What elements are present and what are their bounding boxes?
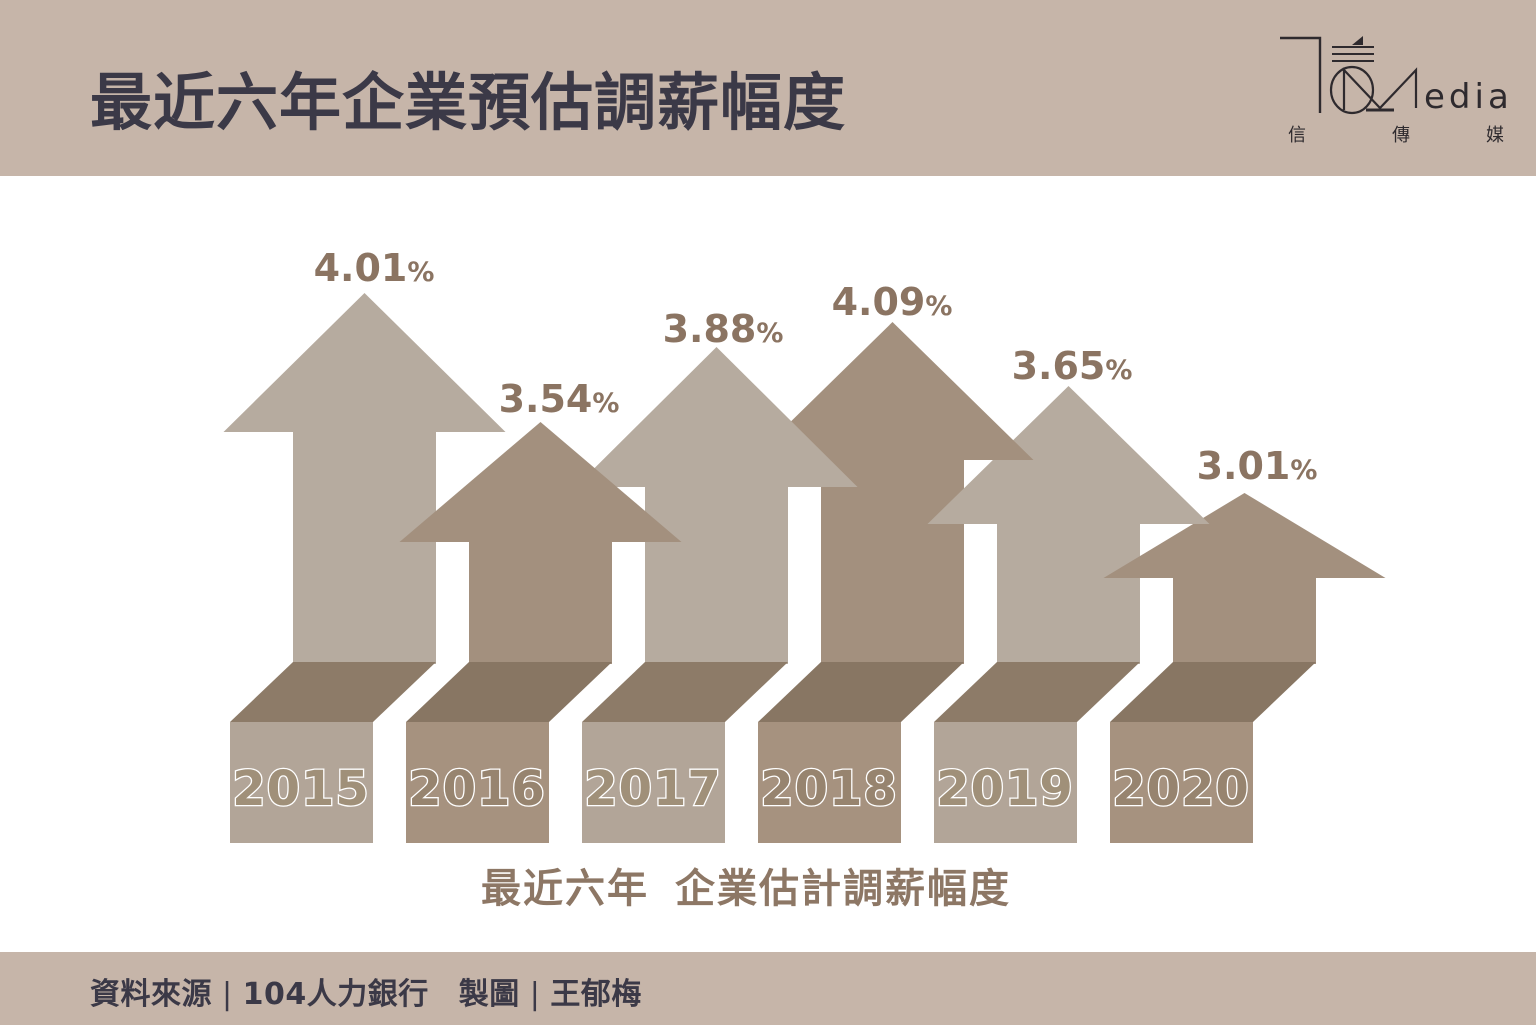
chart-caption-part1: 最近六年 [481, 866, 649, 912]
year-label-2018: 2018 [760, 761, 898, 817]
arrow-shaft-2019 [997, 522, 1140, 664]
value-label-2016: 3.54% [499, 377, 620, 421]
pedestal-front-2015 [230, 722, 373, 843]
credit-value: 王郁梅 [550, 977, 642, 1012]
chart-caption-part2: 企業估計調薪幅度 [675, 866, 1011, 912]
year-label-2020: 2020 [1112, 761, 1250, 817]
cmmedia-logo: edia 信 傳 媒 [1280, 36, 1510, 146]
pedestal-front-2018 [758, 722, 901, 843]
value-label-2015: 4.01% [314, 246, 435, 290]
arrow-shaft-2015 [293, 430, 436, 664]
logo-flag-icon [1352, 36, 1363, 45]
arrow-head-2019 [927, 386, 1210, 524]
year-label-2017: 2017 [584, 761, 722, 817]
pedestal-top-2019 [934, 662, 1140, 722]
pedestal-front-2016 [406, 722, 549, 843]
arrow-head-2018 [751, 322, 1034, 460]
year-label-2015: 2015 [232, 761, 370, 817]
value-label-2020: 3.01% [1197, 444, 1318, 488]
pedestal-top-2015 [230, 662, 436, 722]
salary-raise-chart: 2015 2016 2017 2018 2019 2020 [223, 246, 1386, 843]
source-value: 104人力銀行 [242, 977, 429, 1012]
source-label: 資料來源 [90, 977, 212, 1012]
logo-frame-line [1280, 36, 1322, 113]
pedestal-top-2016 [406, 662, 612, 722]
year-label-2019: 2019 [936, 761, 1074, 817]
arrow-shaft-2018 [821, 458, 964, 664]
divider: | [222, 977, 233, 1012]
logo-media-text: edia [1424, 77, 1510, 117]
pedestal-front-2019 [934, 722, 1077, 843]
logo-cjk-text: 信 傳 媒 [1288, 125, 1504, 146]
pedestal-top-2020 [1110, 662, 1316, 722]
chart-caption: 最近六年 企業估計調薪幅度 [0, 856, 1492, 914]
arrow-head-2020 [1103, 493, 1386, 578]
arrow-shaft-2017 [645, 485, 788, 664]
arrow-head-2016 [399, 422, 682, 542]
arrow-head-2017 [575, 347, 858, 487]
arrow-heads [223, 293, 1386, 578]
divider: | [529, 977, 541, 1012]
footer-band [0, 952, 1536, 1025]
value-labels: 4.01% 3.54% 3.88% 4.09% 3.65% 3.01% [314, 246, 1318, 488]
pedestal-top-2018 [758, 662, 964, 722]
page-title: 最近六年企業預估調薪幅度 [90, 66, 847, 139]
pedestal-front-2020 [1110, 722, 1253, 843]
value-label-2019: 3.65% [1012, 344, 1133, 388]
value-label-2018: 4.09% [832, 280, 953, 324]
source-credit-line: 資料來源 | 104人力銀行 製圖 | 王郁梅 [90, 969, 642, 1013]
pedestal-front-2017 [582, 722, 725, 843]
logo-c-circle [1329, 65, 1375, 115]
arrow-shaft-2020 [1173, 576, 1316, 664]
pedestal-top-2017 [582, 662, 788, 722]
arrow-head-2015 [223, 293, 506, 432]
header-band [0, 0, 1536, 176]
arrow-bases: 2015 2016 2017 2018 2019 2020 [230, 430, 1316, 843]
year-label-2016: 2016 [408, 761, 546, 817]
logo-m-stroke [1342, 67, 1418, 110]
credit-label: 製圖 [458, 977, 520, 1012]
value-label-2017: 3.88% [663, 307, 784, 351]
arrow-shaft-2016 [469, 540, 612, 664]
